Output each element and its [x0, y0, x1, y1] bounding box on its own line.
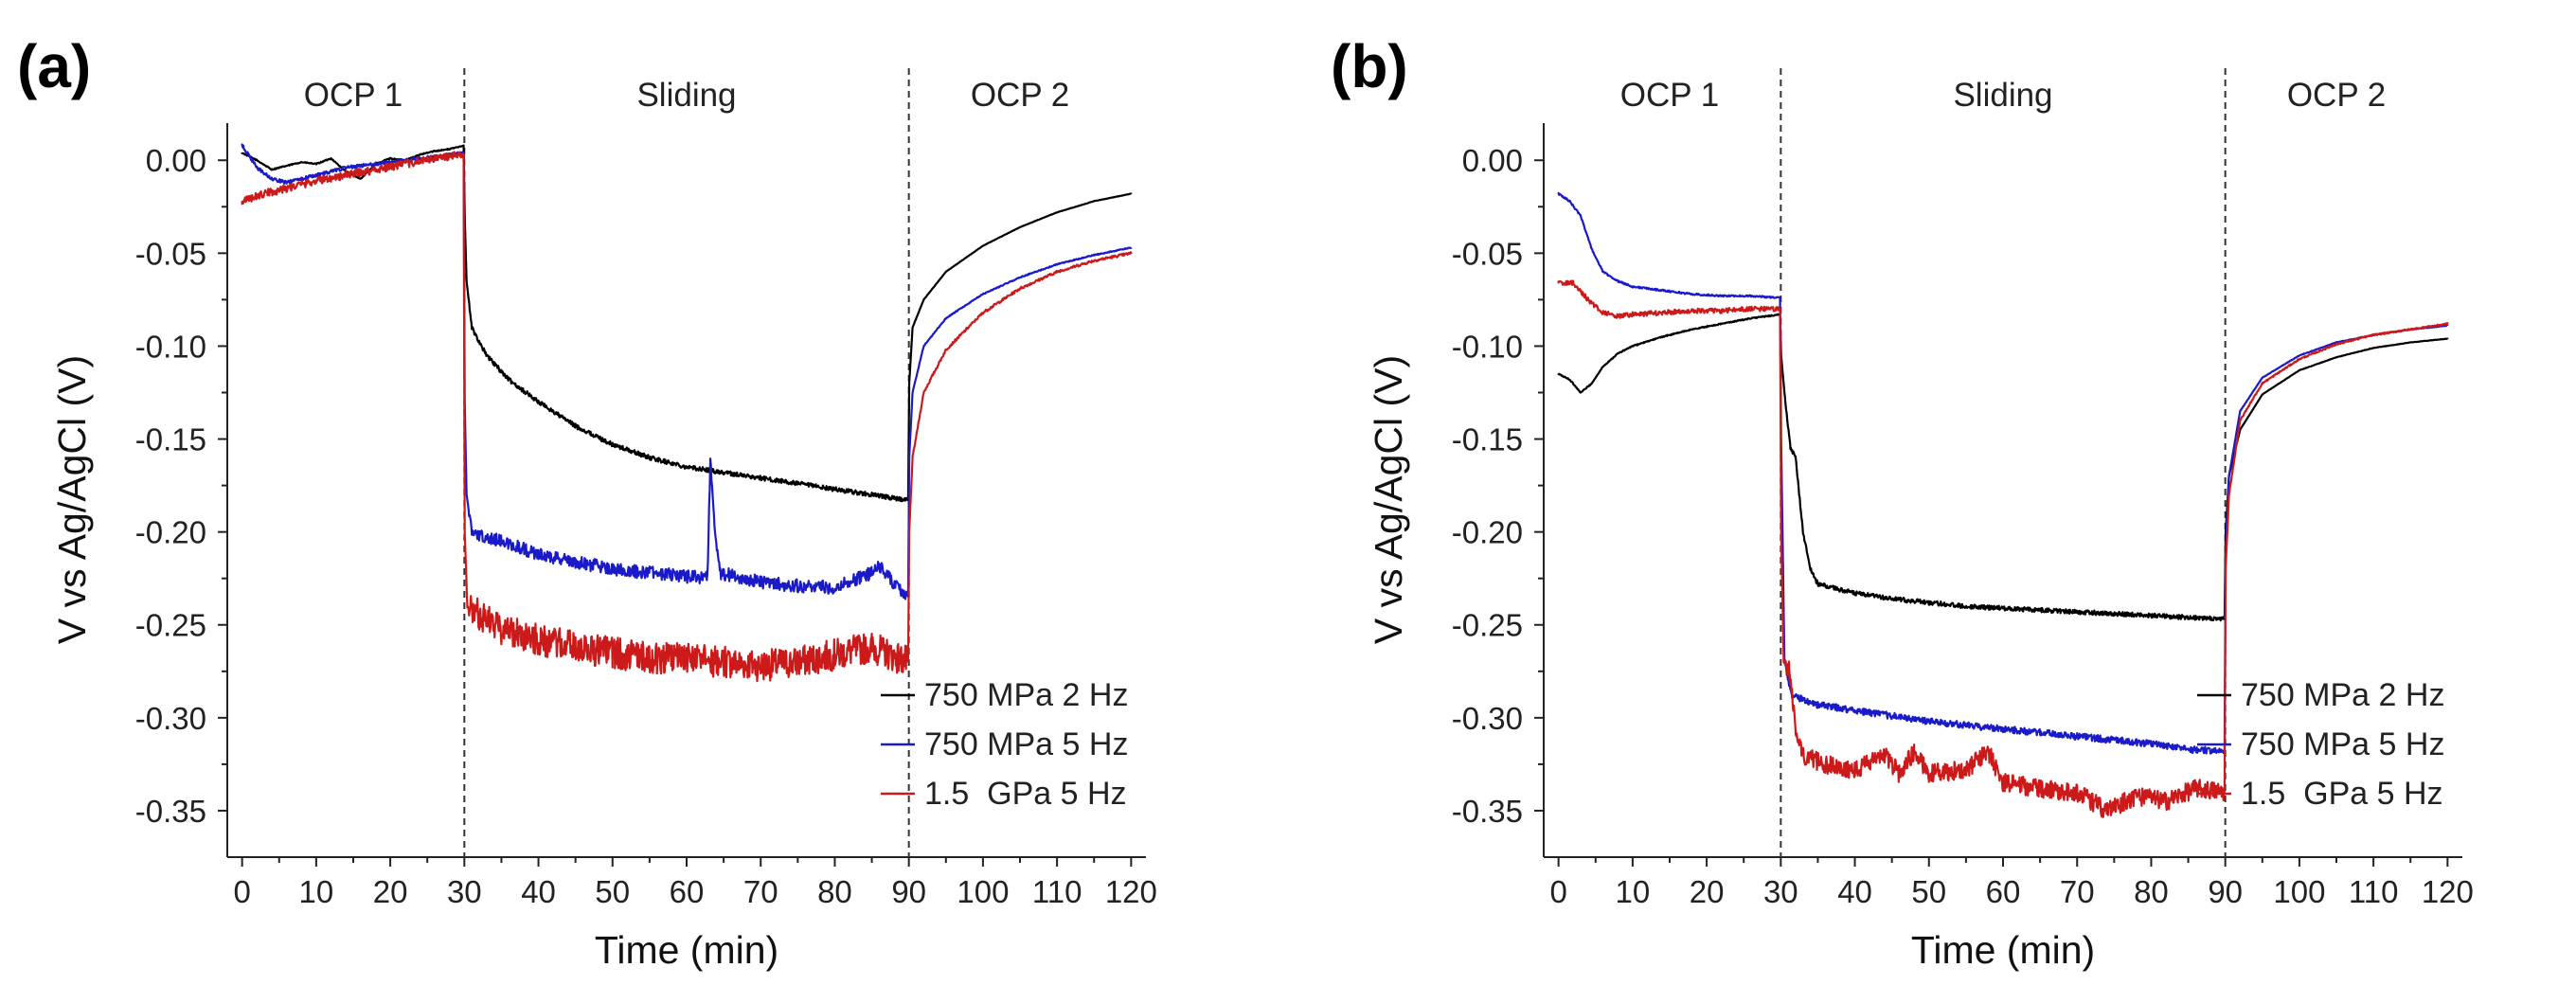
x-axis-title: Time (min) — [1911, 928, 2095, 972]
x-tick-label: 50 — [1911, 874, 1946, 909]
x-tick-label: 0 — [1549, 874, 1566, 909]
region-label: Sliding — [1953, 77, 2052, 114]
y-tick-label: -0.20 — [1452, 515, 1523, 550]
y-tick-label: -0.25 — [1452, 608, 1523, 643]
x-tick-label: 10 — [1616, 874, 1651, 909]
x-tick-label: 70 — [743, 874, 778, 909]
series-line — [1557, 279, 2449, 818]
y-tick-label: -0.30 — [135, 701, 206, 736]
series-line — [241, 151, 1133, 683]
x-tick-label: 40 — [1837, 874, 1872, 909]
region-label: OCP 2 — [2287, 77, 2386, 114]
x-axis-title: Time (min) — [595, 928, 778, 972]
x-tick-label: 60 — [1986, 874, 2021, 909]
x-tick-label: 110 — [2349, 874, 2399, 909]
x-tick-label: 100 — [957, 874, 1009, 909]
series-line — [241, 144, 1133, 503]
series-line — [1557, 313, 2449, 622]
region-label: OCP 2 — [971, 77, 1069, 114]
x-tick-label: 30 — [1763, 874, 1798, 909]
x-tick-label: 40 — [521, 874, 556, 909]
series-line — [241, 143, 1133, 600]
y-axis-title: V vs Ag/AgCl (V) — [50, 355, 94, 644]
y-tick-label: -0.25 — [135, 608, 206, 643]
y-tick-label: -0.05 — [135, 236, 206, 271]
x-tick-label: 60 — [670, 874, 705, 909]
y-tick-label: -0.10 — [135, 329, 206, 364]
series-line — [1557, 191, 2449, 755]
panel-label: (b) — [1331, 32, 1408, 100]
x-tick-label: 10 — [299, 874, 334, 909]
legend-entry: 750 MPa 5 Hz — [924, 726, 1128, 762]
panel-label: (a) — [17, 32, 91, 100]
x-tick-label: 120 — [2422, 874, 2474, 909]
x-tick-label: 50 — [595, 874, 630, 909]
x-tick-label: 90 — [891, 874, 926, 909]
region-label: OCP 1 — [304, 77, 402, 114]
x-tick-label: 20 — [373, 874, 408, 909]
y-tick-label: -0.35 — [1452, 794, 1523, 829]
chart-panel-a: (a) 0 10 20 30 40 50 60 70 80 90 100 110 120 0.00 -0.05… — [17, 32, 1157, 972]
x-tick-label: 80 — [817, 874, 852, 909]
x-tick-label: 110 — [1032, 874, 1082, 909]
region-label: OCP 1 — [1620, 77, 1719, 114]
x-tick-label: 30 — [447, 874, 482, 909]
x-tick-label: 20 — [1690, 874, 1725, 909]
region-label: Sliding — [636, 77, 736, 114]
legend-entry: 750 MPa 2 Hz — [2241, 677, 2444, 713]
y-tick-label: 0.00 — [146, 143, 206, 178]
chart-panel-b: (b) 0 10 20 30 40 50 60 70 80 90 100 110 120 0.00 -0.05… — [1331, 32, 2474, 972]
x-tick-label: 100 — [2273, 874, 2325, 909]
x-tick-label: 120 — [1105, 874, 1157, 909]
legend-entry: 1.5 GPa 5 Hz — [924, 776, 1127, 812]
x-tick-label: 70 — [2060, 874, 2095, 909]
x-tick-label: 80 — [2134, 874, 2169, 909]
legend-entry: 750 MPa 2 Hz — [924, 677, 1128, 713]
x-tick-label: 90 — [2208, 874, 2243, 909]
y-tick-label: -0.15 — [135, 422, 206, 457]
y-tick-label: -0.15 — [1452, 422, 1523, 457]
y-tick-label: -0.10 — [1452, 329, 1523, 364]
y-tick-label: -0.20 — [135, 515, 206, 550]
y-tick-label: -0.05 — [1452, 236, 1523, 271]
legend-entry: 1.5 GPa 5 Hz — [2241, 776, 2443, 812]
y-axis-title: V vs Ag/AgCl (V) — [1367, 355, 1410, 644]
y-tick-label: -0.35 — [135, 794, 206, 829]
legend-entry: 750 MPa 5 Hz — [2241, 726, 2444, 762]
y-tick-label: -0.30 — [1452, 701, 1523, 736]
x-tick-label: 0 — [233, 874, 250, 909]
y-tick-label: 0.00 — [1462, 143, 1523, 178]
